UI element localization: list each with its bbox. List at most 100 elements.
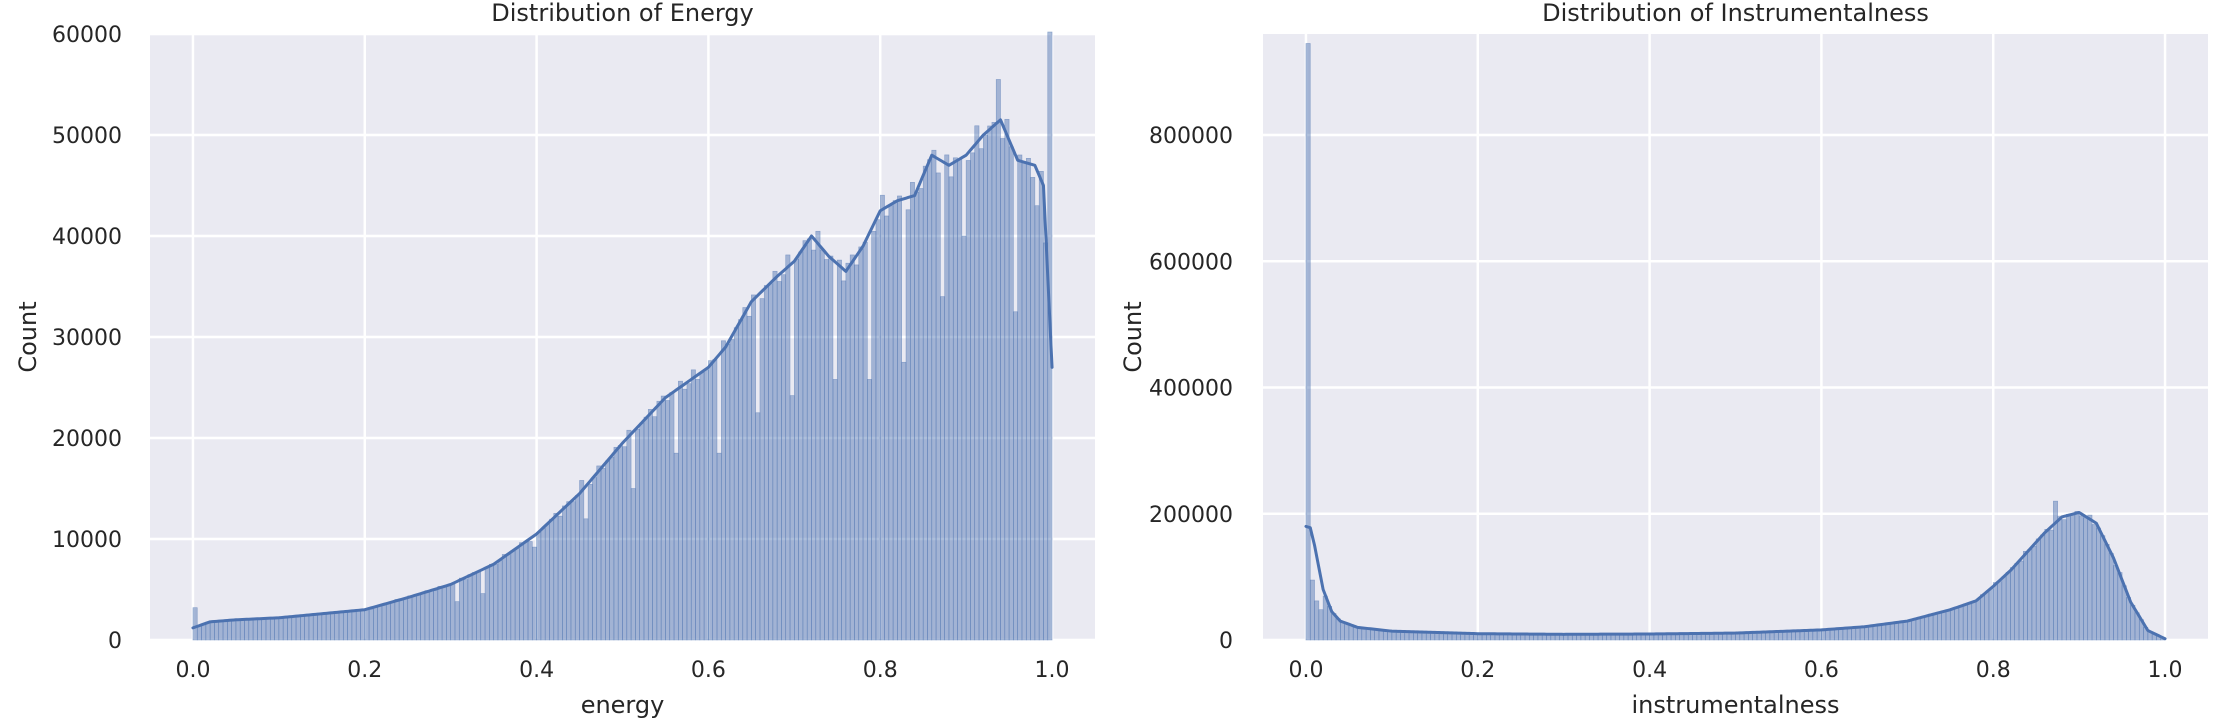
histogram-bar <box>553 513 559 641</box>
histogram-bar <box>712 359 718 641</box>
histogram-bar <box>1864 625 1869 641</box>
histogram-bar <box>892 200 898 641</box>
histogram-bar <box>583 518 589 641</box>
histogram-bar <box>970 152 976 641</box>
histogram-bar <box>867 379 872 641</box>
histogram-bar <box>1954 608 1960 641</box>
histogram-bar <box>922 165 928 641</box>
histogram-bar <box>1013 311 1018 641</box>
histogram-bar <box>1314 600 1320 641</box>
histogram-bar <box>759 298 765 641</box>
histogram-bar <box>871 231 877 641</box>
histogram-bar <box>570 501 576 641</box>
histogram-bar <box>832 379 838 641</box>
histogram-bar <box>269 617 275 641</box>
histogram-bar <box>278 617 284 641</box>
histogram-bar <box>828 255 834 641</box>
histogram-bar <box>519 542 525 641</box>
histogram-bar <box>991 122 997 641</box>
histogram-bar <box>703 369 709 641</box>
histogram-bar <box>957 158 963 641</box>
histogram-bar <box>1958 605 1964 641</box>
histogram-bar <box>1305 43 1311 641</box>
x-tick-label: 0.6 <box>691 658 726 683</box>
histogram-bar <box>235 618 241 641</box>
histogram-bar <box>562 505 567 641</box>
histogram-bar <box>411 595 417 641</box>
histogram-bar <box>605 460 610 641</box>
histogram-bar <box>652 416 658 641</box>
histogram-bar <box>330 611 336 641</box>
y-axis-label: Count <box>14 301 42 372</box>
x-tick-label: 0.2 <box>1460 658 1495 683</box>
y-tick-label: 40000 <box>52 225 122 250</box>
histogram-bar <box>287 616 293 641</box>
histogram-bar <box>849 254 855 641</box>
histogram-bar <box>2010 567 2016 641</box>
histogram-bar <box>1021 161 1027 641</box>
histogram-bar <box>613 446 619 641</box>
energy-chart-panel: Distribution of Energy 0.0 0.2 0.4 0.6 0.8 1.… <box>14 0 1095 719</box>
histogram-bar <box>1889 623 1895 641</box>
histogram-bar <box>678 380 683 641</box>
histogram-bar <box>2065 513 2071 641</box>
histogram-bar <box>1971 601 1977 641</box>
histogram-bar <box>385 602 391 641</box>
histogram-bar <box>806 238 812 641</box>
histogram-bar <box>1838 628 1844 641</box>
histogram-bar <box>338 612 344 641</box>
histogram-bar <box>304 615 310 641</box>
x-tick-labels: 0.0 0.2 0.4 0.6 0.8 1.0 <box>1288 658 2182 683</box>
histogram-bar <box>1898 621 1904 641</box>
histogram-bar <box>802 240 808 641</box>
histogram-bar <box>785 254 791 641</box>
histogram-bar <box>1868 625 1874 641</box>
histogram-bar <box>639 422 645 641</box>
histogram-bar <box>2087 514 2093 641</box>
histogram-bar <box>1357 627 1363 641</box>
histogram-bar <box>420 593 426 641</box>
histogram-bar <box>944 154 950 641</box>
x-tick-label: 0.6 <box>1804 658 1839 683</box>
histogram-bar <box>201 623 207 641</box>
kde-curve <box>191 118 1054 630</box>
histogram-bar <box>527 541 533 641</box>
x-tick-label: 0.4 <box>519 658 554 683</box>
histogram-bar <box>686 383 692 641</box>
histogram-bar <box>566 501 572 641</box>
histogram-bar <box>772 270 778 641</box>
histogram-bar <box>480 593 486 641</box>
histogram-bar <box>695 379 701 641</box>
histogram-bar <box>725 343 731 641</box>
histogram-bar <box>1967 603 1973 641</box>
histogram-bar <box>862 241 868 641</box>
histogram-bar <box>1017 154 1023 641</box>
histogram-bar <box>231 620 237 641</box>
histogram-bar <box>1808 630 1814 641</box>
histogram-bar <box>858 246 864 641</box>
y-tick-label: 10000 <box>52 528 122 553</box>
histogram-bar <box>463 579 469 641</box>
histogram-bar <box>1924 616 1930 641</box>
y-tick-labels: 0 200000 400000 600000 800000 <box>1149 124 1233 654</box>
histogram-bar <box>450 583 456 641</box>
histogram-bar <box>905 209 911 641</box>
histogram-bar <box>952 157 958 641</box>
histogram-bar <box>308 614 314 641</box>
histogram-bar <box>446 585 451 641</box>
histogram-bar <box>1997 581 2003 641</box>
histogram-bar <box>1928 613 1934 641</box>
histogram-bar <box>312 613 318 641</box>
histogram-bar <box>403 598 409 641</box>
y-tick-label: 400000 <box>1149 377 1233 402</box>
histogram-bar <box>854 264 860 641</box>
histogram-bar <box>1859 627 1865 641</box>
histogram-bar <box>433 590 439 641</box>
histogram-bar <box>540 528 546 641</box>
histogram-bar <box>1937 612 1942 641</box>
histogram-bar <box>1949 608 1955 641</box>
histogram-bar <box>2121 585 2127 641</box>
histogram-bar <box>261 618 267 641</box>
histogram-bar <box>347 610 353 641</box>
